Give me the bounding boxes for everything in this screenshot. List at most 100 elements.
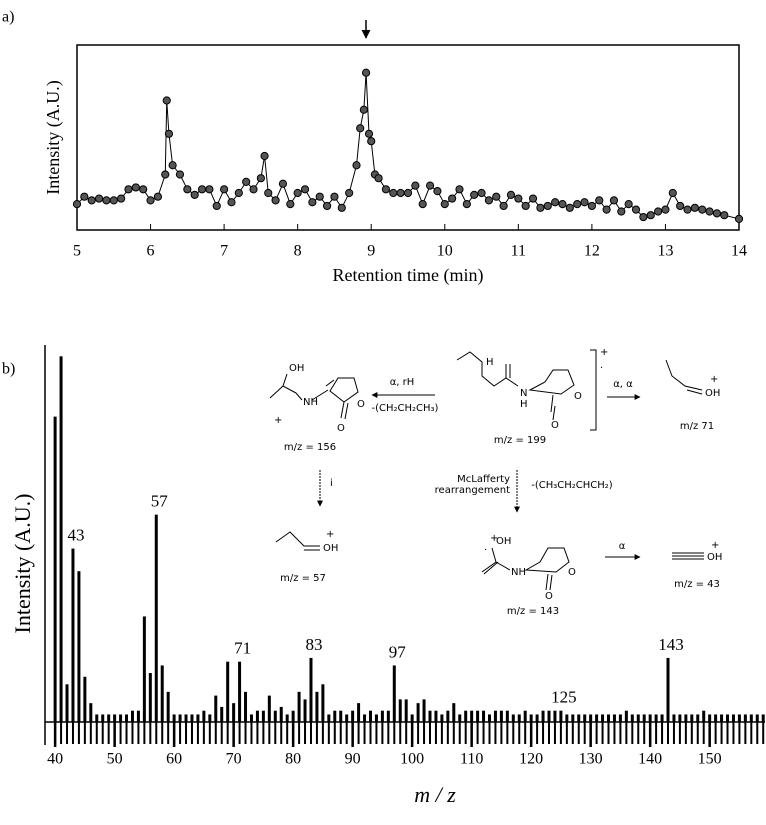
bar — [743, 714, 747, 722]
atom: NH — [303, 397, 318, 408]
bar — [267, 695, 271, 722]
x-axis-label: Retention time (min) — [333, 265, 484, 286]
bonds — [269, 373, 359, 420]
point — [558, 200, 567, 209]
point — [109, 196, 118, 205]
bar — [130, 710, 134, 722]
point — [205, 185, 214, 194]
atom: OH — [289, 363, 304, 374]
bar — [696, 714, 700, 722]
point — [352, 161, 361, 170]
radical: · — [484, 545, 487, 556]
bar — [208, 714, 212, 722]
x-tick-label: 7 — [220, 243, 228, 260]
bar — [172, 714, 176, 722]
step-label: α — [619, 541, 626, 552]
point — [653, 207, 663, 216]
bar — [428, 710, 432, 722]
bar — [196, 714, 200, 722]
atom: NH — [511, 567, 526, 578]
point — [389, 188, 398, 198]
bar — [571, 714, 575, 722]
x-tick-label: 50 — [107, 751, 123, 768]
peak-label: 57 — [151, 492, 169, 511]
peak-label: 83 — [305, 635, 322, 654]
point — [676, 201, 685, 211]
step-label: rearrangement — [435, 485, 510, 496]
panel-label: b) — [2, 361, 15, 378]
point — [94, 194, 104, 203]
atom: H — [520, 399, 528, 410]
atom: + — [274, 415, 282, 426]
x-tick-label: 40 — [47, 751, 63, 768]
bar — [89, 703, 93, 722]
atom: OH — [705, 388, 720, 399]
point — [117, 194, 126, 203]
point — [271, 196, 280, 205]
bar — [184, 714, 188, 722]
panel-label: a) — [2, 9, 14, 26]
point — [440, 200, 449, 209]
bar — [440, 714, 444, 722]
point — [418, 200, 427, 209]
bar — [255, 710, 259, 722]
peak-label: 43 — [67, 525, 84, 544]
bar — [487, 714, 491, 722]
point — [146, 196, 155, 205]
bar — [434, 710, 438, 722]
bar — [476, 710, 480, 722]
bar — [380, 710, 384, 722]
x-tick-label: 12 — [584, 243, 600, 260]
bar — [708, 714, 712, 722]
mz-label: m/z = 143 — [507, 606, 559, 617]
point — [364, 129, 374, 138]
bar — [541, 710, 545, 722]
point — [646, 211, 655, 220]
bar — [702, 710, 706, 722]
bar — [125, 714, 129, 722]
bar — [392, 665, 396, 722]
point — [448, 194, 457, 203]
point — [484, 196, 494, 205]
point — [183, 185, 192, 194]
point — [322, 201, 332, 211]
point — [455, 185, 464, 194]
point — [124, 185, 133, 194]
atom: N — [520, 388, 527, 399]
x-tick-label: 140 — [638, 751, 662, 768]
bar — [589, 714, 593, 722]
bar — [339, 710, 343, 722]
bar — [642, 714, 646, 722]
point — [617, 207, 626, 216]
bar — [666, 657, 670, 722]
bar — [654, 714, 658, 722]
x-tick-label: 9 — [367, 243, 375, 260]
bar — [618, 714, 622, 722]
x-axis-label: m / z — [414, 782, 456, 807]
bar — [416, 703, 420, 722]
bar — [422, 699, 426, 722]
bar — [565, 714, 569, 722]
bar — [309, 657, 313, 722]
point — [470, 190, 479, 199]
point — [536, 203, 545, 212]
bar — [65, 684, 69, 722]
point — [602, 205, 611, 214]
point — [212, 201, 221, 211]
bar — [279, 706, 283, 722]
point — [528, 194, 538, 203]
bar — [511, 714, 515, 722]
bar — [249, 714, 253, 722]
point — [462, 200, 471, 209]
x-tick-label: 90 — [345, 751, 361, 768]
bar — [458, 714, 462, 722]
bar — [672, 714, 676, 722]
x-tick-label: 13 — [657, 243, 673, 260]
point — [661, 205, 670, 214]
point — [197, 185, 207, 194]
bar — [404, 699, 408, 722]
mz-label: m/z = 156 — [284, 442, 336, 453]
point — [580, 198, 589, 207]
bar — [291, 710, 295, 722]
bar — [482, 710, 486, 722]
